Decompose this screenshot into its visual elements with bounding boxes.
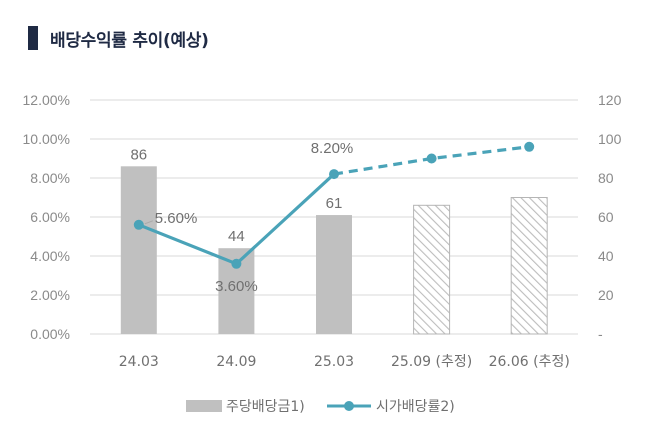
line-point: [329, 169, 339, 180]
line-labels: 5.60% 3.60% 8.20%: [144, 140, 354, 295]
left-tick-label: 6.00%: [30, 209, 70, 225]
legend-bar-label: 주당배당금1): [226, 399, 305, 415]
legend-bar-swatch: [186, 400, 222, 412]
left-tick-label: 4.00%: [30, 248, 70, 264]
right-tick-label: 80: [598, 170, 614, 186]
left-tick-label: 8.00%: [30, 170, 70, 186]
line-point: [426, 153, 437, 164]
title-marker-icon: [28, 26, 38, 50]
right-tick-label: 100: [598, 131, 622, 147]
left-axis: 0.00% 2.00% 4.00% 6.00% 8.00% 10.00% 12.00%: [23, 92, 70, 342]
left-tick-label: 0.00%: [30, 326, 70, 342]
x-tick-label: 25.09 (추정): [391, 354, 472, 370]
legend-line-label: 시가배당률2): [376, 399, 455, 415]
legend-line-marker: [344, 401, 354, 411]
line-point: [231, 258, 242, 269]
line-series: [133, 141, 535, 269]
line-value-label: 3.60%: [215, 278, 258, 295]
bar-estimate: [510, 197, 548, 335]
bar-value-label: 86: [130, 146, 147, 163]
x-tick-label: 25.03: [314, 354, 354, 370]
bar: [316, 215, 352, 334]
right-tick-label: 60: [598, 209, 614, 225]
right-tick-label: 40: [598, 248, 614, 264]
chart-title: 배당수익률 추이(예상): [50, 30, 209, 51]
x-axis: 24.03 24.09 25.03 25.09 (추정) 26.06 (추정): [119, 354, 570, 370]
bar: [120, 166, 157, 334]
line-value-label: 8.20%: [311, 140, 354, 157]
bar-series: [120, 166, 548, 335]
bar-labels: 86 44 61: [130, 146, 342, 245]
bar-estimate: [413, 204, 451, 335]
label-leader: [144, 220, 153, 225]
left-tick-label: 2.00%: [30, 287, 70, 303]
line-point: [133, 219, 144, 230]
bar-value-label: 44: [228, 228, 245, 245]
chart-title-block: 배당수익률 추이(예상): [28, 24, 209, 52]
legend: 주당배당금1) 시가배당률2): [186, 399, 455, 415]
x-tick-label: 26.06 (추정): [489, 354, 570, 370]
left-tick-label: 10.00%: [23, 131, 70, 147]
x-tick-label: 24.09: [216, 354, 256, 370]
left-tick-label: 12.00%: [23, 92, 70, 108]
right-axis: - 20 40 60 80 100 120: [598, 92, 622, 342]
right-tick-label: 120: [598, 92, 622, 108]
line-value-label: 5.60%: [155, 210, 198, 227]
x-tick-label: 24.03: [119, 354, 159, 370]
line-point: [524, 141, 535, 152]
bar-value-label: 61: [326, 195, 343, 212]
right-tick-label: 20: [598, 287, 614, 303]
right-tick-label: -: [598, 326, 603, 342]
